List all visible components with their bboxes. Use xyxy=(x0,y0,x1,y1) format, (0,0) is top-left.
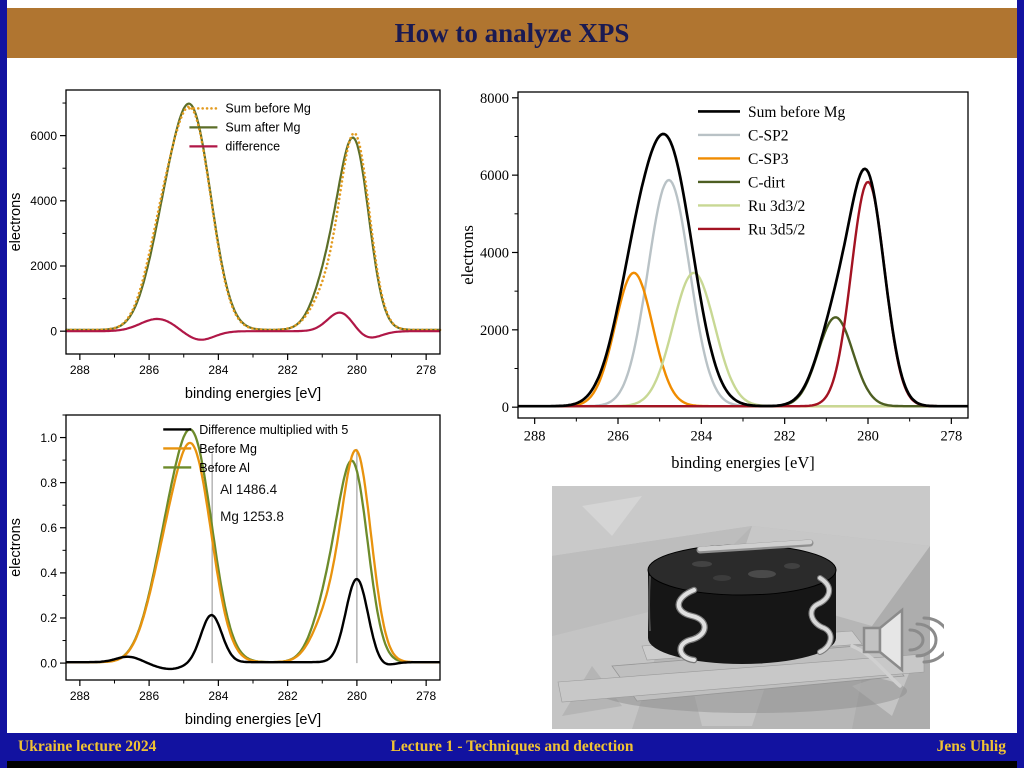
svg-text:Sum before Mg: Sum before Mg xyxy=(225,102,311,116)
svg-text:282: 282 xyxy=(278,363,298,377)
svg-text:Difference multiplied with 5: Difference multiplied with 5 xyxy=(199,423,348,437)
svg-text:Before Al: Before Al xyxy=(199,461,250,475)
svg-text:Mg 1253.8: Mg 1253.8 xyxy=(220,509,284,524)
footer-left: Ukraine lecture 2024 xyxy=(18,738,157,755)
svg-text:0.0: 0.0 xyxy=(40,656,57,670)
svg-text:1.0: 1.0 xyxy=(40,431,57,445)
svg-text:2000: 2000 xyxy=(30,259,57,273)
svg-text:Before Mg: Before Mg xyxy=(199,442,257,456)
svg-text:0.4: 0.4 xyxy=(40,566,57,580)
svg-text:Al 1486.4: Al 1486.4 xyxy=(220,482,278,497)
svg-text:4000: 4000 xyxy=(480,246,509,262)
svg-text:2000: 2000 xyxy=(480,323,509,339)
svg-text:286: 286 xyxy=(139,363,159,377)
svg-text:280: 280 xyxy=(347,689,367,703)
svg-text:6000: 6000 xyxy=(480,168,509,184)
svg-text:0.8: 0.8 xyxy=(40,476,57,490)
title-bar: How to analyze XPS xyxy=(7,8,1017,58)
svg-text:278: 278 xyxy=(940,429,962,445)
svg-text:Sum before Mg: Sum before Mg xyxy=(748,104,846,121)
svg-text:binding energies [eV]: binding energies [eV] xyxy=(185,386,321,402)
left-border xyxy=(0,0,7,768)
svg-text:286: 286 xyxy=(139,689,159,703)
svg-text:electrons: electrons xyxy=(8,518,24,577)
svg-text:288: 288 xyxy=(70,689,90,703)
sample-wires xyxy=(675,539,902,688)
svg-text:8000: 8000 xyxy=(480,91,509,107)
footer-center: Lecture 1 - Techniques and detection xyxy=(390,738,634,755)
svg-text:286: 286 xyxy=(607,429,629,445)
svg-text:electrons: electrons xyxy=(8,193,24,252)
svg-text:284: 284 xyxy=(690,429,713,445)
sample-photo xyxy=(552,486,930,729)
svg-text:C-SP2: C-SP2 xyxy=(748,127,789,144)
footer-bar: Ukraine lecture 2024 Lecture 1 - Techniq… xyxy=(0,733,1024,761)
svg-text:Sum after Mg: Sum after Mg xyxy=(225,121,300,135)
audio-speaker-icon[interactable] xyxy=(852,600,951,680)
bottom-strip xyxy=(0,761,1024,768)
svg-text:280: 280 xyxy=(857,429,879,445)
svg-text:difference: difference xyxy=(225,140,280,154)
svg-text:6000: 6000 xyxy=(30,129,57,143)
page-title: How to analyze XPS xyxy=(394,18,630,48)
svg-text:C-SP3: C-SP3 xyxy=(748,151,789,168)
svg-text:binding energies [eV]: binding energies [eV] xyxy=(671,453,815,472)
svg-text:Ru 3d3/2: Ru 3d3/2 xyxy=(748,198,805,215)
svg-text:288: 288 xyxy=(70,363,90,377)
xps-al-mg-comparison-chart: 288 286 284 282 280 278 0.0 0.2 0.4 0.6 0.8 1.0 bind… xyxy=(6,402,452,742)
svg-text:280: 280 xyxy=(347,363,367,377)
footer-right: Jens Uhlig xyxy=(936,738,1006,755)
svg-text:288: 288 xyxy=(524,429,546,445)
svg-text:C-dirt: C-dirt xyxy=(748,174,786,191)
svg-text:electrons: electrons xyxy=(458,225,477,285)
svg-text:Ru 3d5/2: Ru 3d5/2 xyxy=(748,221,805,238)
svg-text:278: 278 xyxy=(416,363,436,377)
svg-text:4000: 4000 xyxy=(30,194,57,208)
svg-text:278: 278 xyxy=(416,689,436,703)
svg-text:284: 284 xyxy=(208,363,228,377)
svg-text:284: 284 xyxy=(208,689,228,703)
xps-components-chart: 288 286 284 282 280 278 0 2000 4000 6000 8000 bindi… xyxy=(458,80,982,476)
svg-text:binding energies [eV]: binding energies [eV] xyxy=(185,712,321,728)
svg-text:282: 282 xyxy=(774,429,796,445)
right-border xyxy=(1017,0,1024,768)
svg-text:282: 282 xyxy=(278,689,298,703)
xps-sum-difference-chart: 288 286 284 282 280 278 0 2000 4000 6000 binding e… xyxy=(6,78,452,418)
svg-text:0.2: 0.2 xyxy=(40,611,57,625)
svg-text:0: 0 xyxy=(502,400,509,416)
svg-text:0: 0 xyxy=(50,324,57,338)
svg-text:0.6: 0.6 xyxy=(40,521,57,535)
